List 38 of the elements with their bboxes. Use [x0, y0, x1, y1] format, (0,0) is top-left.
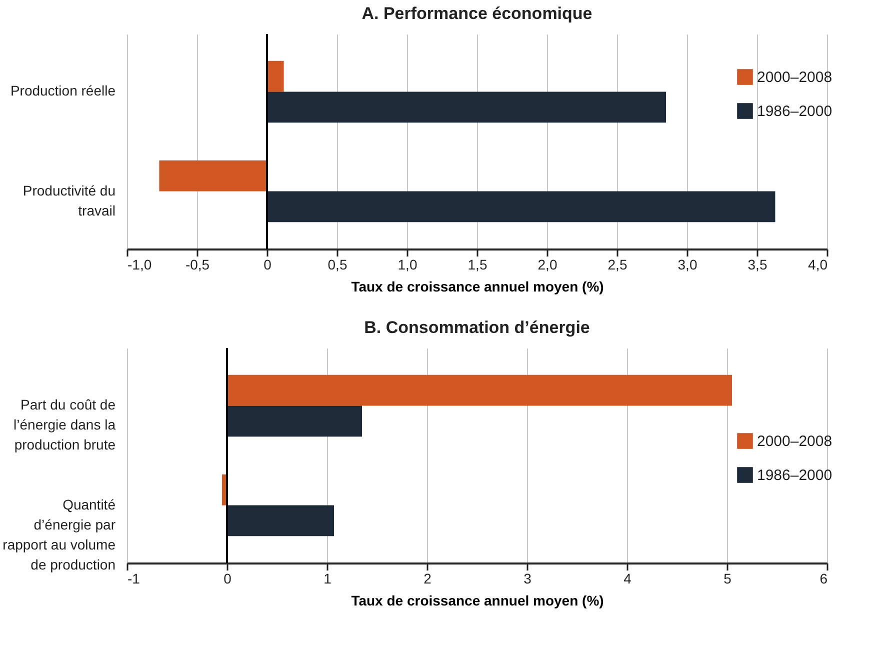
bar [227, 505, 334, 536]
x-tick-label: 4,0 [808, 256, 828, 272]
x-tick-label: 0 [224, 570, 232, 586]
x-tick-label: 1 [324, 570, 332, 586]
legend-label: 2000–2008 [757, 69, 832, 86]
bar [267, 60, 284, 92]
x-axis-title: Taux de croissance annuel moyen (%) [351, 592, 604, 608]
chart-title: A. Performance économique [362, 4, 592, 23]
x-tick-label: 3 [524, 570, 532, 586]
bar [227, 374, 732, 406]
y-tick-label: Production réelle [10, 82, 116, 99]
bar [159, 160, 267, 192]
x-axis-title: Taux de croissance annuel moyen (%) [351, 278, 604, 294]
x-tick-label: 3,0 [678, 256, 698, 272]
x-tick-label: -0,5 [185, 256, 210, 272]
x-tick-label: 2 [424, 570, 432, 586]
x-tick-label: 3,5 [748, 256, 768, 272]
x-tick-label: 1,0 [398, 256, 418, 272]
x-tick-label: 6 [820, 570, 828, 586]
x-tick-label: 0 [264, 256, 272, 272]
x-tick-label: -1 [128, 570, 140, 586]
y-tick-label: Quantité d’énergie par rapport au volume de production [2, 496, 116, 572]
x-tick-label: 0,5 [328, 256, 348, 272]
x-tick-label: 4 [624, 570, 632, 586]
x-tick-label: 1,5 [468, 256, 488, 272]
y-tick-label: Part du coût de l’énergie dans la production brute [14, 396, 116, 453]
chart-title: B. Consommation d’énergie [364, 318, 590, 337]
x-tick-label: 5 [724, 570, 732, 586]
legend-label: 1986–2000 [757, 103, 832, 120]
bar [267, 191, 776, 222]
legend-label: 1986–2000 [757, 467, 832, 484]
bar [227, 406, 362, 437]
x-tick-label: -1,0 [128, 256, 152, 272]
y-tick-label: Productivité du travail [22, 182, 116, 218]
x-tick-label: 2,5 [608, 256, 628, 272]
legend-label: 2000–2008 [757, 433, 832, 450]
x-tick-label: 2,0 [538, 256, 558, 272]
bar [267, 92, 666, 123]
